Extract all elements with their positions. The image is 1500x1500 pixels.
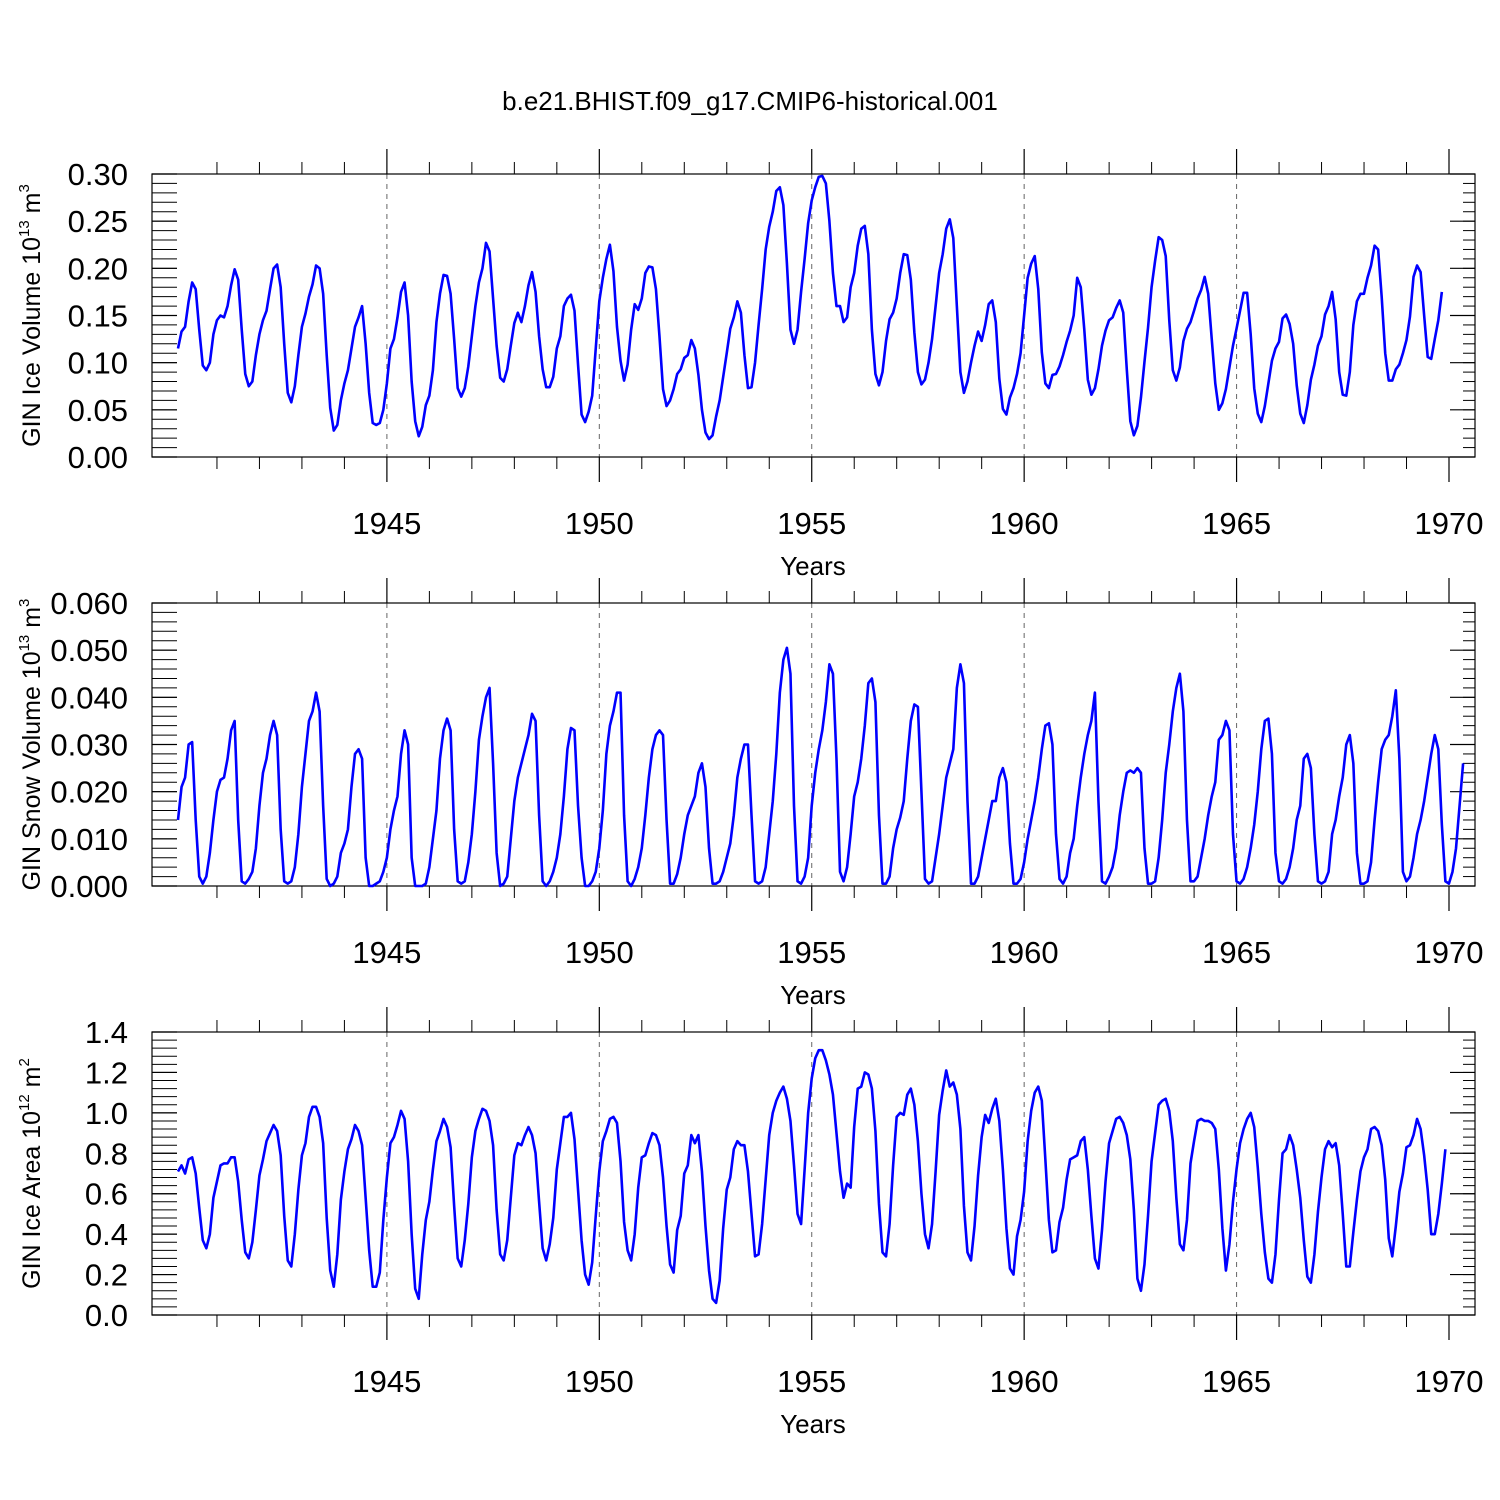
snow-volume-x-tick-label: 1970 [1415, 935, 1484, 970]
ice-volume-y-label-text: m [18, 193, 46, 221]
snow-volume-y-tick-label: 0.000 [50, 869, 128, 904]
ice-area-x-tick-label: 1960 [990, 1364, 1059, 1399]
ice-area-x-tick-label: 1955 [777, 1364, 846, 1399]
snow-volume-y-label-superscript: 3 [16, 599, 33, 607]
snow-volume-x-tick-label: 1965 [1202, 935, 1271, 970]
ice-volume-y-tick-label: 0.20 [68, 251, 128, 286]
ice-volume-y-label-text: GIN Ice Volume 10 [18, 237, 46, 447]
ice-area-y-label-text: GIN Ice Area 10 [18, 1111, 46, 1289]
ice-volume-y-tick-label: 0.10 [68, 346, 128, 381]
ice-area-plot-frame [151, 1031, 1476, 1316]
snow-volume-y-tick-label: 0.030 [50, 728, 128, 763]
snow-volume-y-tick-label: 0.060 [50, 586, 128, 621]
ice-area-panel: 0.0 0.2 0.4 0.6 0.8 1.0 1.2 1.4 1945 1950 1955 1960… [16, 1007, 1483, 1439]
snow-volume-y-tick-label: 0.010 [50, 822, 128, 857]
ice-area-y-tick-label: 0.4 [85, 1217, 128, 1252]
snow-volume-y-tick-label: 0.020 [50, 775, 128, 810]
snow-volume-panel: 0.000 0.010 0.020 0.030 0.040 0.050 0.060 1945 1… [16, 578, 1483, 1010]
snow-volume-plot-frame [151, 602, 1476, 887]
ice-area-y-tick-label: 1.2 [85, 1055, 128, 1090]
ice-area-series-line [176, 1048, 1447, 1305]
ice-volume-x-tick-label: 1950 [565, 506, 634, 541]
ice-area-y-label-superscript: 2 [16, 1058, 33, 1066]
snow-volume-x-tick-label: 1945 [352, 935, 421, 970]
snow-volume-y-label-text: m [18, 607, 46, 635]
ice-volume-series-line [176, 174, 1444, 441]
figure-title: b.e21.BHIST.f09_g17.CMIP6-historical.001 [502, 86, 998, 116]
ice-area-y-tick-label: 1.4 [85, 1015, 128, 1050]
ice-area-x-tick-label: 1950 [565, 1364, 634, 1399]
ice-area-x-tick-label: 1945 [352, 1364, 421, 1399]
ice-volume-x-tick-label: 1955 [777, 506, 846, 541]
ice-area-y-axis-label: GIN Ice Area 1012 m2 [16, 1058, 46, 1289]
ice-volume-plot-frame [151, 173, 1476, 458]
ice-area-x-tick-label: 1965 [1202, 1364, 1271, 1399]
snow-volume-series-line [176, 646, 1465, 888]
ice-volume-y-tick-label: 0.30 [68, 157, 128, 192]
ice-area-y-tick-label: 0.8 [85, 1136, 128, 1171]
snow-volume-x-tick-label: 1960 [990, 935, 1059, 970]
ice-volume-y-label-superscript: 13 [16, 220, 33, 237]
ice-volume-y-tick-label: 0.00 [68, 440, 128, 475]
ice-volume-y-tick-label: 0.25 [68, 204, 128, 239]
ice-volume-x-tick-label: 1965 [1202, 506, 1271, 541]
snow-volume-x-axis-label: Years [780, 980, 846, 1010]
ice-area-y-label-superscript: 12 [16, 1094, 33, 1111]
snow-volume-y-axis-label: GIN Snow Volume 1013 m3 [16, 599, 46, 891]
ice-volume-y-axis-label: GIN Ice Volume 1013 m3 [16, 184, 46, 447]
ice-area-x-axis-label: Years [780, 1409, 846, 1439]
snow-volume-x-tick-label: 1955 [777, 935, 846, 970]
ice-area-y-label-text: m [18, 1067, 46, 1095]
ice-volume-y-tick-label: 0.05 [68, 393, 128, 428]
ice-area-y-tick-label: 0.2 [85, 1258, 128, 1293]
snow-volume-y-label-superscript: 13 [16, 635, 33, 652]
ice-volume-x-tick-label: 1945 [352, 506, 421, 541]
snow-volume-x-tick-label: 1950 [565, 935, 634, 970]
ice-volume-y-tick-label: 0.15 [68, 299, 128, 334]
snow-volume-y-tick-label: 0.050 [50, 633, 128, 668]
snow-volume-y-tick-label: 0.040 [50, 680, 128, 715]
snow-volume-y-label-text: GIN Snow Volume 10 [18, 651, 46, 890]
ice-area-y-tick-label: 0.6 [85, 1177, 128, 1212]
ice-volume-y-label-superscript: 3 [16, 184, 33, 192]
ice-volume-panel: 0.00 0.05 0.10 0.15 0.20 0.25 0.30 1945 1950 1955… [16, 149, 1483, 581]
ice-area-x-tick-label: 1970 [1415, 1364, 1484, 1399]
ice-volume-x-tick-label: 1970 [1415, 506, 1484, 541]
ice-area-y-tick-label: 0.0 [85, 1298, 128, 1333]
ice-volume-x-tick-label: 1960 [990, 506, 1059, 541]
ice-area-y-tick-label: 1.0 [85, 1096, 128, 1131]
ice-volume-x-axis-label: Years [780, 551, 846, 581]
